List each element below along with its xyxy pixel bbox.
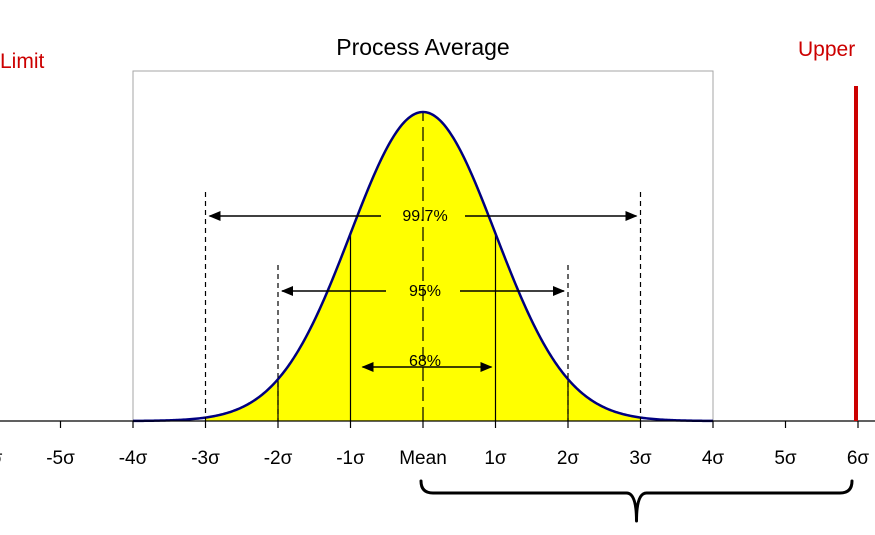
interval-label: 99.7% xyxy=(402,208,447,225)
x-tick-label: 6σ xyxy=(847,448,870,469)
interval-3sigma: 99.7% xyxy=(204,192,642,421)
interval-arrowhead-left xyxy=(281,286,293,296)
interval-arrowhead-left xyxy=(361,362,374,372)
interval-label: 95% xyxy=(409,283,441,300)
x-tick-label: -6σ xyxy=(0,448,3,469)
x-tick-label: -1σ xyxy=(336,448,365,469)
interval-arrowhead-right xyxy=(480,362,493,372)
chart-title: Process Average xyxy=(336,34,509,60)
upper-limit-label: Upper xyxy=(798,38,855,61)
x-tick-label: -3σ xyxy=(191,448,220,469)
x-tick-label: 2σ xyxy=(557,448,580,469)
interval-arrowhead-right xyxy=(553,286,565,296)
interval-annotations: 99.7% 95% 68% xyxy=(204,192,642,421)
x-tick-label: -4σ xyxy=(119,448,148,469)
x-axis-ticks: -6σ -5σ -4σ -3σ -2σ -1σ Mean 1σ 2σ 3σ 4σ 5σ 6σ xyxy=(0,421,869,469)
interval-2sigma: 95% xyxy=(277,265,569,421)
x-tick-label: 4σ xyxy=(702,448,725,469)
interval-1sigma: 68% xyxy=(361,353,493,372)
normal-curve-line xyxy=(132,110,714,423)
x-tick-label: 5σ xyxy=(774,448,797,469)
interval-arrowhead-left xyxy=(208,211,221,221)
x-tick-label: 3σ xyxy=(629,448,652,469)
interval-label: 68% xyxy=(409,353,441,370)
curve-fill-area xyxy=(205,112,641,421)
x-tick-label: Mean xyxy=(399,448,447,469)
x-tick-label: -5σ xyxy=(46,448,75,469)
range-brace xyxy=(419,479,854,523)
interval-arrowhead-right xyxy=(625,211,638,221)
lower-limit-label: Limit xyxy=(0,50,45,73)
x-tick-label: 1σ xyxy=(484,448,507,469)
x-tick-label: -2σ xyxy=(264,448,293,469)
